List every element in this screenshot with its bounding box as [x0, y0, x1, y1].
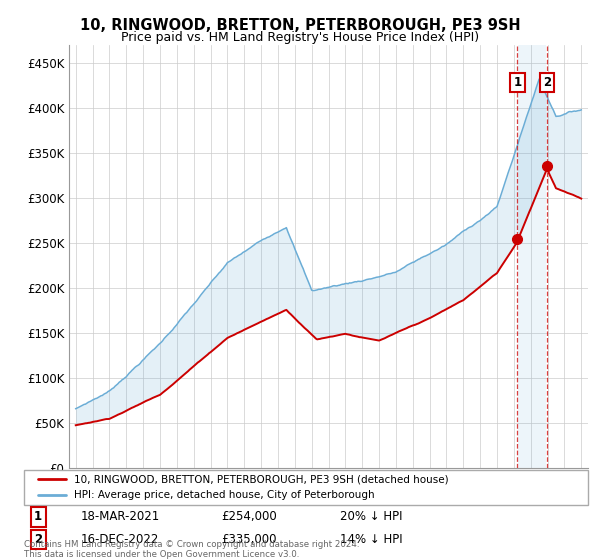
- Text: 2: 2: [34, 533, 42, 546]
- Text: 14% ↓ HPI: 14% ↓ HPI: [340, 533, 403, 546]
- Text: £254,000: £254,000: [221, 510, 277, 523]
- Text: 1: 1: [514, 76, 521, 89]
- Text: 1: 1: [34, 510, 42, 523]
- Text: 2: 2: [543, 76, 551, 89]
- Text: 20% ↓ HPI: 20% ↓ HPI: [340, 510, 403, 523]
- Text: 16-DEC-2022: 16-DEC-2022: [80, 533, 159, 546]
- Text: 18-MAR-2021: 18-MAR-2021: [80, 510, 160, 523]
- Text: Contains HM Land Registry data © Crown copyright and database right 2024.
This d: Contains HM Land Registry data © Crown c…: [24, 540, 359, 559]
- Text: Price paid vs. HM Land Registry's House Price Index (HPI): Price paid vs. HM Land Registry's House …: [121, 31, 479, 44]
- Text: HPI: Average price, detached house, City of Peterborough: HPI: Average price, detached house, City…: [74, 491, 374, 501]
- Text: 10, RINGWOOD, BRETTON, PETERBOROUGH, PE3 9SH: 10, RINGWOOD, BRETTON, PETERBOROUGH, PE3…: [80, 18, 520, 33]
- Text: 10, RINGWOOD, BRETTON, PETERBOROUGH, PE3 9SH (detached house): 10, RINGWOOD, BRETTON, PETERBOROUGH, PE3…: [74, 474, 448, 484]
- Text: £335,000: £335,000: [221, 533, 277, 546]
